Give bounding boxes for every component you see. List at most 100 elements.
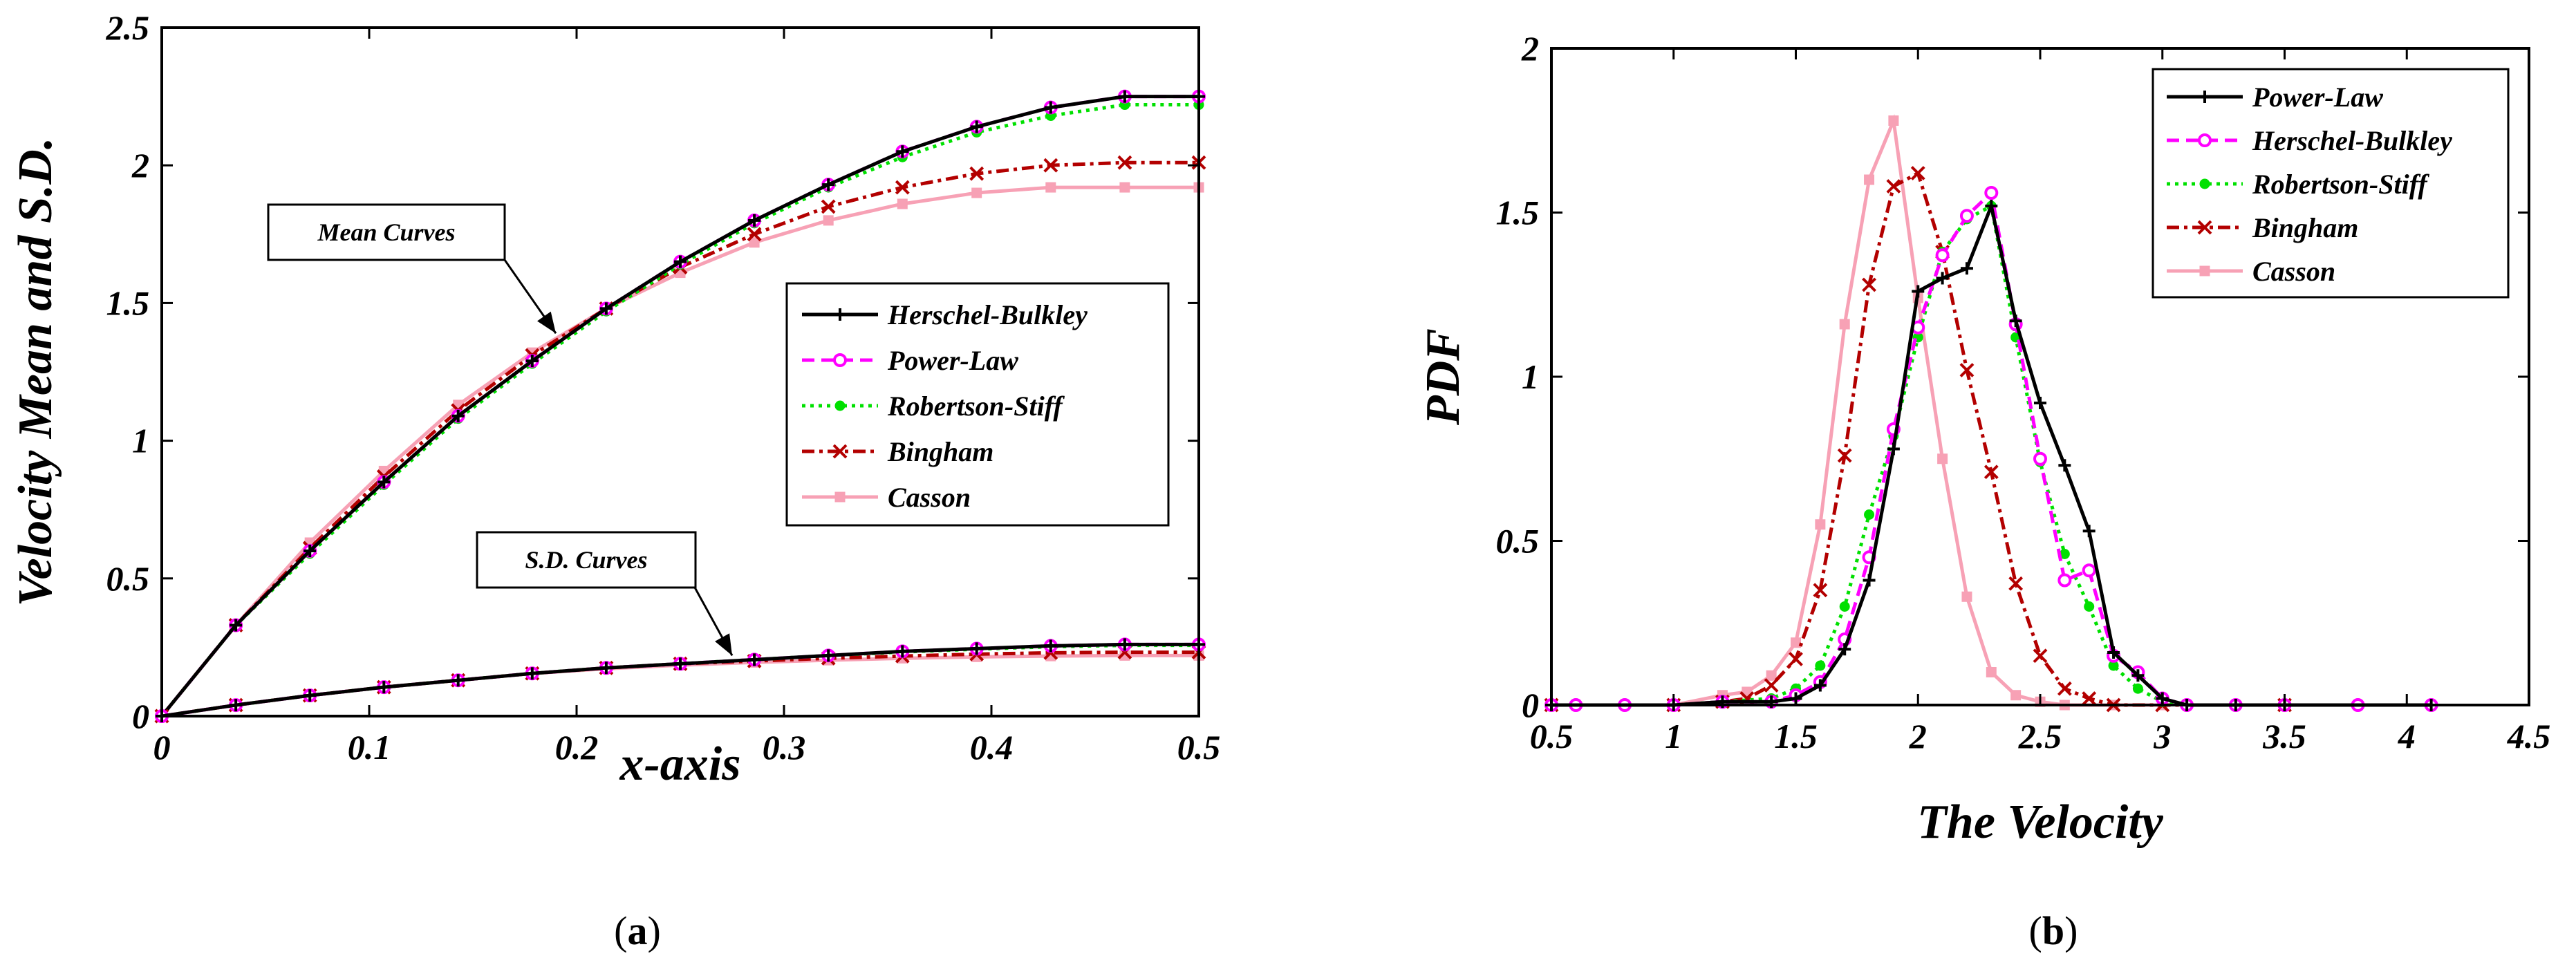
panel-a-point-sd-herschel-bulkley-1 [230,699,243,712]
panel-a-axes-box [160,26,1200,717]
annotation-sd-label: S.D. Curves [525,546,647,574]
panel-a-caption-letter: a [628,908,648,953]
panel-a-y-tick-label: 1 [132,422,149,460]
panel-b-y-tick-label: 0 [1522,686,1539,724]
panel-b-point-casson-12 [1961,591,1972,602]
legend-marker-sample [834,308,846,321]
panel-a-legend-label: Robertson-Stiff [887,391,1065,422]
panel-b-legend-label: Bingham [2252,212,2358,243]
panel-b-point-herschel-bulkley-16 [2033,451,2047,466]
legend-marker-sample [2199,265,2210,276]
panel-a-point-sd-herschel-bulkley-9 [822,649,835,662]
legend-marker-sample [2199,178,2210,189]
panel-a-point-mean-herschel-bulkley-1 [230,619,243,632]
panel-b-point-casson-5 [1791,637,1801,648]
panel-a-y-label: Velocity Mean and S.D. [9,138,62,607]
panel-b-point-herschel-bulkley-18 [2082,563,2096,578]
panel-a-legend-label: Bingham [887,436,993,467]
panel-a-point-mean-casson-9 [823,215,834,226]
panel-a-point-sd-herschel-bulkley-4 [451,674,465,687]
panel-a-point-mean-bingham-10 [895,180,910,195]
panel-a-point-mean-casson-8 [749,237,760,248]
panel-a-x-tick-label: 0.4 [970,728,1014,767]
panel-b-point-bingham-4 [1764,678,1779,693]
panel-b-point-robertson-stiff-7 [1864,509,1875,520]
panel-b-point-casson-11 [1937,453,1948,464]
panel-a-point-sd-herschel-bulkley-6 [599,661,613,675]
annotation-mean-label: Mean Curves [317,218,455,246]
panel-a-point-mean-herschel-bulkley-13 [1118,90,1131,103]
panel-b-point-bingham-8 [1862,277,1876,292]
panel-b-y-tick-label: 0.5 [1496,522,1540,561]
panel-b-point-power-law-9 [1912,285,1925,298]
panel-b-point-bingham-17 [2082,691,2097,706]
panel-b-legend-item-bingham: Bingham [2167,212,2358,243]
panel-b-legend-item-herschel-bulkley: Herschel-Bulkley [2167,125,2452,156]
legend-marker-sample [834,491,846,503]
panel-b-point-power-law-17 [2107,646,2120,659]
panel-a-series-sd-herschel-bulkley [156,638,1205,722]
panel-a-point-sd-herschel-bulkley-3 [377,681,391,694]
panel-b-point-power-law-11 [1960,262,1973,275]
panel-b-legend: Power-Law Herschel-Bulkley Robertson-Stiff… [2152,68,2510,299]
panel-a-y-tick-label: 0.5 [106,559,150,598]
panel-a-x-label: x-axis [619,738,741,791]
panel-a-x-tick-label: 0.1 [348,728,391,767]
panel-b-x-tick-label: 4 [2398,717,2416,756]
panel-b-point-herschel-bulkley-17 [2057,573,2072,588]
panel-a-point-mean-casson-12 [1045,182,1056,193]
panel-b-point-bingham-7 [1837,448,1852,463]
panel-a-point-mean-herschel-bulkley-5 [525,355,539,368]
panel-a-y-tick-label: 1.5 [106,283,150,322]
panel-a-point-mean-casson-13 [1119,182,1130,193]
panel-a-point-mean-herschel-bulkley-4 [451,409,465,422]
panel-b-point-bingham-14 [2008,576,2024,591]
panel-b-ticks: 0.5 1 1.5 2 2.5 3 3.5 4 4.500.511.52 [1496,29,2551,756]
panel-b-point-robertson-stiff-16 [2084,601,2095,612]
panel-b-point-bingham-10 [1910,166,1925,180]
panel-b-point-power-law-10 [1936,272,1949,285]
panel-a-point-sd-herschel-bulkley-10 [896,645,909,658]
panel-b-point-casson-13 [1986,667,1997,677]
panel-b-x-tick-label: 0.5 [1530,717,1574,756]
panel-a-point-sd-herschel-bulkley-2 [304,689,317,702]
panel-b-x-tick-label: 2 [1909,717,1927,756]
panel-b-point-power-law-7 [1863,574,1876,587]
panel-a-legend-item-casson: Casson [802,482,971,513]
panel-a-x-tick-label: 0 [153,728,171,767]
panel-a-legend-item-herschel-bulkley: Herschel-Bulkley [802,299,1088,330]
panel-a-point-mean-herschel-bulkley-2 [304,544,317,557]
panel-a-point-mean-bingham-11 [969,166,984,181]
legend-marker-sample [833,353,847,367]
panel-b-y-tick-label: 2 [1521,29,1539,68]
panel-b-point-bingham-16 [2057,681,2072,696]
panel-b-point-power-law-13 [2009,315,2022,328]
panel-b-x-label: The Velocity [1917,796,2164,849]
panel-b-caption: (b) [2029,908,2078,953]
panel-a-x-tick-label: 0.3 [763,728,806,767]
panel-b-point-casson-8 [1864,174,1875,185]
panel-b-point-bingham-12 [1959,363,1975,377]
panel-b-point-casson-4 [1766,670,1777,681]
panel-a-point-mean-bingham-8 [747,227,762,242]
panel-b-point-casson-7 [1839,319,1850,330]
panel-a-point-sd-herschel-bulkley-8 [748,653,761,666]
panel-b-point-robertson-stiff-5 [1815,660,1826,671]
panel-b-y-tick-label: 1.5 [1496,194,1540,232]
panel-a-point-mean-herschel-bulkley-8 [748,214,761,227]
panel-b-point-power-law-14 [2034,397,2046,409]
annotation-mean-curves: Mean Curves [267,203,557,335]
panel-b-point-robertson-stiff-6 [1839,601,1850,612]
panel-a-x-tick-label: 0.2 [555,728,599,767]
panel-b-point-casson-14 [2010,690,2022,701]
panel-a-legend-item-power-law: Power-Law [802,345,1018,376]
panel-a-caption: (a) [614,908,661,953]
panel-a-legend-item-bingham: Bingham [802,436,993,467]
panel-b-point-herschel-bulkley-14 [1984,186,1999,200]
panel-a-series-mean-herschel-bulkley [156,90,1205,722]
panel-b-point-bingham-15 [2033,648,2048,664]
panel-a-point-mean-bingham-12 [1043,158,1058,173]
panel-a-point-mean-herschel-bulkley-7 [674,255,687,268]
panel-a-x-tick-label: 0.5 [1177,728,1221,767]
